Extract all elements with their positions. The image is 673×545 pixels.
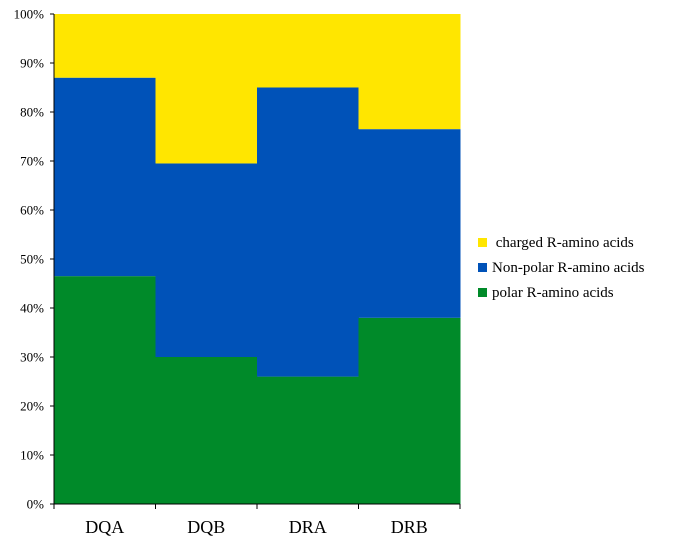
x-category-label: DRB (391, 517, 428, 537)
bar-dqa-series-2 (54, 14, 156, 78)
y-tick-label: 30% (20, 350, 44, 365)
bar-dqb-series-1 (155, 163, 258, 357)
y-tick-label: 10% (20, 448, 44, 463)
x-category-label: DQB (187, 517, 225, 537)
bar-dra-series-0 (257, 376, 359, 504)
y-tick-label: 70% (20, 154, 44, 169)
axes-group (50, 13, 461, 509)
bar-dqa-series-0 (54, 276, 156, 504)
legend-swatch (478, 288, 487, 297)
legend-swatch (478, 263, 487, 272)
bar-dra-series-2 (257, 14, 359, 88)
x-category-label: DQA (85, 517, 124, 537)
y-tick-label: 60% (20, 203, 44, 218)
bar-dqb-series-2 (155, 14, 258, 164)
y-tick-labels: 0% 10% 20% 30% 40% 50% 60% 70% 80% 90% 100% (14, 7, 45, 512)
y-tick-label: 90% (20, 56, 44, 71)
y-tick-label: 0% (27, 497, 45, 512)
bars-group (54, 14, 461, 504)
legend-label: charged R-amino acids (492, 235, 634, 251)
bar-dqa-series-1 (54, 77, 156, 277)
bar-drb-series-1 (358, 129, 461, 318)
y-tick-label: 100% (14, 7, 45, 22)
legend-swatch (478, 238, 487, 247)
bar-drb-series-0 (358, 317, 461, 504)
x-category-label: DRA (289, 517, 327, 537)
bar-drb-series-2 (358, 14, 461, 130)
bar-dra-series-1 (257, 87, 359, 377)
y-tick-label: 40% (20, 301, 44, 316)
legend-label: polar R-amino acids (492, 285, 614, 301)
y-tick-label: 80% (20, 105, 44, 120)
y-tick-label: 20% (20, 399, 44, 414)
bar-dqb-series-0 (155, 357, 258, 504)
legend-label: Non-polar R-amino acids (492, 260, 645, 276)
legend: charged R-amino acids Non-polar R-amino a… (478, 235, 645, 301)
y-tick-label: 50% (20, 252, 44, 267)
x-category-labels: DQA DQB DRA DRB (85, 517, 428, 537)
